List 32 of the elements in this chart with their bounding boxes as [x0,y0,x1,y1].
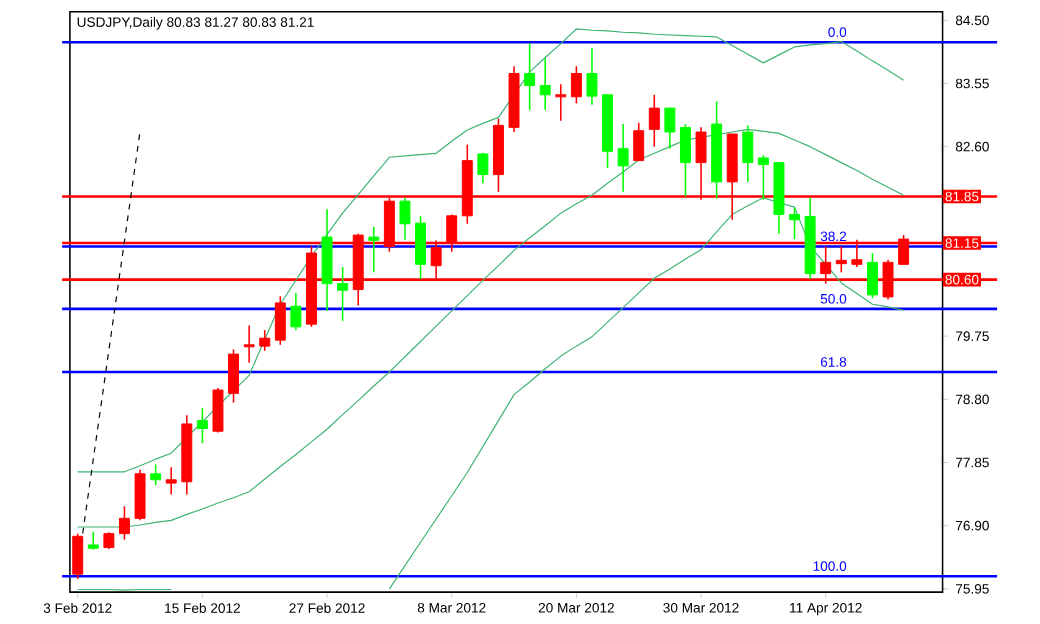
candlestick [679,123,691,198]
candlestick [259,329,271,352]
candlestick [321,208,333,313]
candlestick [742,124,754,184]
candlestick [399,197,411,241]
candlestick [570,65,582,105]
candlestick [617,123,629,193]
candlestick [243,325,255,364]
candlestick [789,207,801,241]
candlestick [648,94,660,148]
candlestick [150,464,162,487]
candlestick [524,43,536,112]
candlestick [337,266,349,322]
candlestick [866,252,878,300]
candlestick [664,107,676,150]
candlestick [212,387,224,434]
candlestick [290,292,302,332]
candlestick [368,226,380,274]
candlestick [555,83,567,122]
candlestick [477,152,489,185]
candlestick [757,154,769,201]
candlestick [633,122,645,162]
candlestick [134,469,146,522]
candlestick [228,349,240,404]
candlestick [165,466,177,496]
candlestick [415,215,427,281]
candlestick [586,47,598,106]
candlestick [274,295,286,346]
candlestick [118,505,130,541]
candlestick [196,407,208,445]
candlestick [539,57,551,112]
candlestick [72,533,84,580]
